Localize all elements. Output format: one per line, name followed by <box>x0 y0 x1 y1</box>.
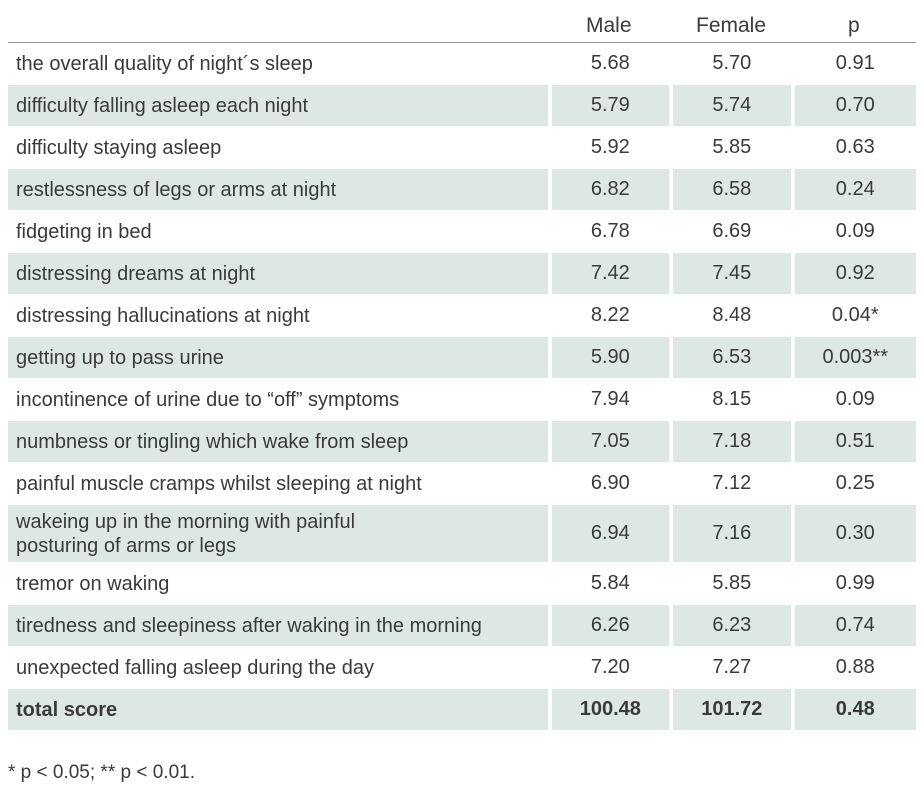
male-value: 8.22 <box>590 304 630 326</box>
male-value: 6.94 <box>551 505 670 562</box>
row-label: distressing dreams at night <box>8 253 548 294</box>
female-value: 5.74 <box>673 85 791 126</box>
p-value: 0.70 <box>794 85 916 126</box>
male-value: 6.26 <box>551 605 670 646</box>
p-value: 0.09 <box>835 388 875 410</box>
male-value: 5.68 <box>590 52 630 74</box>
female-value: 7.12 <box>712 472 752 494</box>
p-value: 0.25 <box>835 472 875 494</box>
header-female: Female <box>696 14 767 37</box>
p-value: 0.09 <box>835 220 875 242</box>
header-p: p <box>848 14 860 37</box>
female-value: 8.15 <box>712 388 752 410</box>
row-label: tremor on waking <box>16 572 170 595</box>
data-table: Male Female p the overall quality of nig… <box>8 8 916 731</box>
female-value: 6.53 <box>673 337 791 378</box>
row-label: incontinence of urine due to “off” sympt… <box>16 388 400 411</box>
row-label: numbness or tingling which wake from sle… <box>8 421 548 462</box>
male-value: 6.78 <box>590 220 630 242</box>
table-row: difficulty staying asleep 5.92 5.85 0.63 <box>8 127 916 169</box>
female-value: 7.27 <box>712 656 752 678</box>
header-male: Male <box>586 14 632 37</box>
row-label: difficulty staying asleep <box>16 136 222 159</box>
table-row: distressing dreams at night 7.42 7.45 0.92 <box>8 253 916 295</box>
female-value: 8.48 <box>712 304 752 326</box>
row-label: getting up to pass urine <box>8 337 548 378</box>
table-row: the overall quality of night´s sleep 5.68… <box>8 43 916 85</box>
row-label: painful muscle cramps whilst sleeping at… <box>16 472 422 495</box>
male-value: 6.90 <box>590 472 630 494</box>
male-value: 6.82 <box>551 169 670 210</box>
table-row: wakeing up in the morning with painful po… <box>8 505 916 563</box>
row-label-line2: posturing of arms or legs <box>16 534 237 557</box>
table-row: fidgeting in bed 6.78 6.69 0.09 <box>8 211 916 253</box>
female-value: 7.45 <box>673 253 791 294</box>
female-value: 5.85 <box>712 136 752 158</box>
table-row: incontinence of urine due to “off” sympt… <box>8 379 916 421</box>
male-value: 5.84 <box>590 572 630 594</box>
row-label: tiredness and sleepiness after waking in… <box>8 605 548 646</box>
table-body: the overall quality of night´s sleep 5.68… <box>8 43 916 731</box>
p-value: 0.30 <box>794 505 916 562</box>
table-row: tiredness and sleepiness after waking in… <box>8 605 916 647</box>
row-label: difficulty falling asleep each night <box>8 85 548 126</box>
total-male: 100.48 <box>551 689 670 730</box>
row-label: unexpected falling asleep during the day <box>16 656 375 679</box>
p-value: 0.51 <box>794 421 916 462</box>
p-value: 0.003** <box>794 337 916 378</box>
table-row: getting up to pass urine 5.90 6.53 0.003** <box>8 337 916 379</box>
table-row: numbness or tingling which wake from sle… <box>8 421 916 463</box>
female-value: 5.70 <box>712 52 752 74</box>
female-value: 6.23 <box>673 605 791 646</box>
table-row: painful muscle cramps whilst sleeping at… <box>8 463 916 505</box>
table-row: unexpected falling asleep during the day… <box>8 647 916 689</box>
footnote: * p < 0.05; ** p < 0.01. <box>8 762 195 783</box>
male-value: 7.05 <box>551 421 670 462</box>
row-label: distressing hallucinations at night <box>16 304 310 327</box>
p-value: 0.04* <box>831 304 879 326</box>
total-p: 0.48 <box>794 689 916 730</box>
p-value: 0.63 <box>835 136 875 158</box>
table-row: distressing hallucinations at night 8.22 8… <box>8 295 916 337</box>
table-row: restlessness of legs or arms at night 6.8… <box>8 169 916 211</box>
male-value: 7.42 <box>551 253 670 294</box>
female-value: 5.85 <box>712 572 752 594</box>
p-value: 0.24 <box>794 169 916 210</box>
female-value: 6.69 <box>712 220 752 242</box>
female-value: 7.16 <box>673 505 791 562</box>
table-row: tremor on waking 5.84 5.85 0.99 <box>8 563 916 605</box>
male-value: 7.94 <box>590 388 630 410</box>
total-female: 101.72 <box>673 689 791 730</box>
male-value: 5.92 <box>590 136 630 158</box>
male-value: 5.90 <box>551 337 670 378</box>
p-value: 0.88 <box>835 656 875 678</box>
row-label: restlessness of legs or arms at night <box>8 169 548 210</box>
table-header: Male Female p <box>8 8 916 43</box>
total-row: total score 100.48 101.72 0.48 <box>8 689 916 731</box>
table-row: difficulty falling asleep each night 5.79… <box>8 85 916 127</box>
total-label: total score <box>8 689 548 730</box>
p-value: 0.91 <box>835 52 875 74</box>
female-value: 7.18 <box>673 421 791 462</box>
male-value: 7.20 <box>590 656 630 678</box>
row-label-line1: wakeing up in the morning with painful <box>16 510 356 533</box>
p-value: 0.74 <box>794 605 916 646</box>
female-value: 6.58 <box>673 169 791 210</box>
row-label: wakeing up in the morning with painful po… <box>8 505 548 562</box>
p-value: 0.99 <box>835 572 875 594</box>
male-value: 5.79 <box>551 85 670 126</box>
row-label: the overall quality of night´s sleep <box>16 52 313 75</box>
row-label: fidgeting in bed <box>16 220 152 243</box>
p-value: 0.92 <box>794 253 916 294</box>
